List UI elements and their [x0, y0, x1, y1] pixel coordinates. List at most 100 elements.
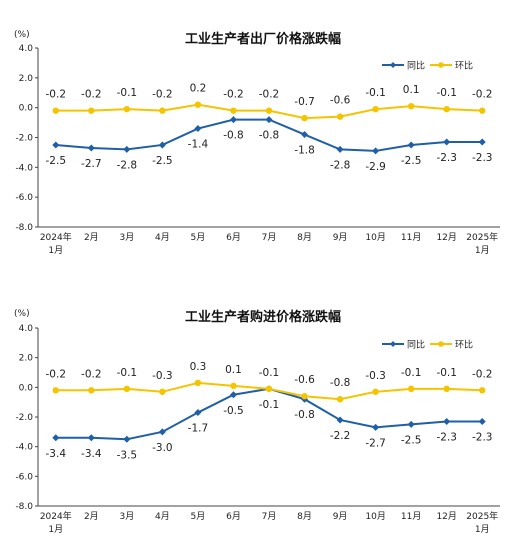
- data-point-marker: [230, 107, 237, 114]
- x-tick-label: 2024年: [40, 510, 72, 522]
- y-tick-label: 0.0: [19, 383, 34, 393]
- data-label: -0.2: [81, 89, 102, 101]
- y-tick-label: 2.0: [19, 74, 34, 84]
- x-tick-label: 4月: [155, 511, 170, 522]
- data-point-marker: [123, 105, 131, 113]
- legend-label: 同比: [407, 60, 425, 72]
- data-label: -3.4: [46, 448, 67, 460]
- y-tick-label: 2.0: [19, 354, 34, 364]
- x-tick-label: 7月: [262, 232, 277, 243]
- x-tick-label: 2025年: [466, 231, 498, 243]
- data-label: -2.5: [152, 155, 173, 167]
- data-point-marker: [123, 385, 131, 393]
- data-point-marker: [158, 428, 166, 436]
- x-tick-label: 2月: [84, 232, 99, 243]
- series-yoy: -3.4 -3.4 -3.5 -3.0 -1.7 -0.5 -0.1 -0.8 -2.2 -2.7…: [46, 385, 493, 461]
- data-point-marker: [301, 114, 308, 122]
- data-label: -2.5: [401, 155, 422, 167]
- data-label: -0.8: [223, 130, 244, 142]
- y-tick-label: 4.0: [19, 324, 34, 334]
- data-point-marker: [407, 385, 415, 393]
- data-point-marker: [194, 409, 202, 417]
- data-point-marker: [88, 387, 95, 394]
- data-label: -0.2: [259, 89, 280, 101]
- chart-1: 工业生产者出厂价格涨跌幅 (%) 4.0 2.0 0.0 -2.0 -4.0 -6.0 -8.0…: [14, 30, 500, 256]
- data-label: -1.8: [294, 145, 315, 157]
- y-tick-label: -2.0: [15, 413, 33, 423]
- data-point-marker: [336, 396, 344, 403]
- legend-label: 环比: [455, 339, 473, 351]
- data-label: -2.3: [436, 431, 457, 443]
- data-point-marker: [372, 388, 379, 395]
- data-point-marker: [52, 434, 60, 442]
- legend-swatch-marker: [390, 341, 396, 347]
- data-label: -0.3: [152, 370, 173, 382]
- data-label: -0.7: [294, 96, 315, 108]
- data-point-marker: [52, 141, 60, 149]
- x-tick-label: 11月: [401, 232, 421, 243]
- data-label: -0.5: [223, 405, 244, 417]
- data-label: -2.5: [401, 434, 422, 446]
- data-label: -3.4: [81, 448, 102, 460]
- data-point-marker: [123, 145, 131, 153]
- data-point-marker: [194, 125, 202, 133]
- data-point-marker: [443, 105, 450, 113]
- data-point-marker: [478, 138, 486, 146]
- series-yoy: -2.5 -2.7 -2.8 -2.5 -1.4 -0.8 -0.8 -1.8 -2.8 -2.9…: [46, 116, 492, 173]
- data-label: -0.2: [223, 89, 244, 101]
- data-point-marker: [265, 107, 273, 114]
- x-tick-label: 1月: [48, 524, 63, 535]
- data-label: -3.5: [117, 449, 138, 461]
- data-label: -0.2: [46, 368, 67, 380]
- data-point-marker: [336, 145, 344, 153]
- data-label: -0.6: [294, 374, 315, 386]
- data-point-marker: [123, 435, 131, 443]
- data-point-marker: [372, 105, 379, 113]
- data-label: -1.4: [188, 139, 209, 151]
- data-label: -2.8: [330, 159, 351, 171]
- data-label: -2.9: [365, 161, 386, 173]
- data-point-marker: [479, 107, 486, 114]
- x-tick-label: 11月: [401, 511, 421, 522]
- y-tick-label: -8.0: [15, 502, 33, 512]
- data-label: 0.1: [225, 364, 242, 376]
- y-tick-label: -6.0: [15, 472, 33, 482]
- data-label: -0.3: [365, 370, 386, 382]
- x-tick-label: 8月: [297, 511, 312, 522]
- data-label: -0.2: [46, 89, 67, 101]
- data-label: -0.8: [330, 377, 351, 389]
- y-unit-label: (%): [14, 309, 30, 319]
- chart-2: 工业生产者购进价格涨跌幅 (%) 4.0 2.0 0.0 -2.0 -4.0 -6.0 -8.0…: [14, 309, 500, 535]
- legend-label: 同比: [407, 339, 425, 351]
- x-tick-label: 3月: [119, 232, 134, 243]
- legend: 同比 环比: [382, 60, 473, 72]
- x-tick-label: 9月: [333, 511, 348, 522]
- legend: 同比 环比: [382, 339, 473, 351]
- data-label: -0.1: [117, 367, 138, 379]
- legend-swatch-marker: [390, 62, 396, 68]
- data-label: -2.3: [472, 431, 493, 443]
- data-label: -1.7: [188, 423, 209, 435]
- x-tick-label: 6月: [226, 232, 241, 243]
- data-label: -0.8: [259, 130, 280, 142]
- data-point-marker: [443, 417, 451, 425]
- data-label: -0.1: [436, 367, 457, 379]
- data-point-marker: [52, 387, 59, 394]
- x-tick-label: 5月: [191, 232, 206, 243]
- data-label: 0.1: [403, 84, 420, 96]
- legend-swatch-marker: [438, 62, 444, 68]
- y-unit-label: (%): [14, 30, 30, 40]
- y-tick-label: 0.0: [19, 104, 34, 114]
- data-label: -0.1: [401, 367, 422, 379]
- data-label: -0.1: [365, 87, 386, 99]
- data-point-marker: [407, 141, 415, 149]
- data-label: -0.1: [436, 87, 457, 99]
- x-tick-label: 6月: [226, 511, 241, 522]
- data-point-marker: [336, 113, 344, 120]
- x-tick-label: 8月: [297, 232, 312, 243]
- y-tick-label: -2.0: [15, 134, 33, 144]
- data-point-marker: [159, 388, 166, 395]
- data-label: -2.8: [117, 159, 138, 171]
- data-point-marker: [87, 434, 95, 442]
- data-point-marker: [194, 101, 202, 108]
